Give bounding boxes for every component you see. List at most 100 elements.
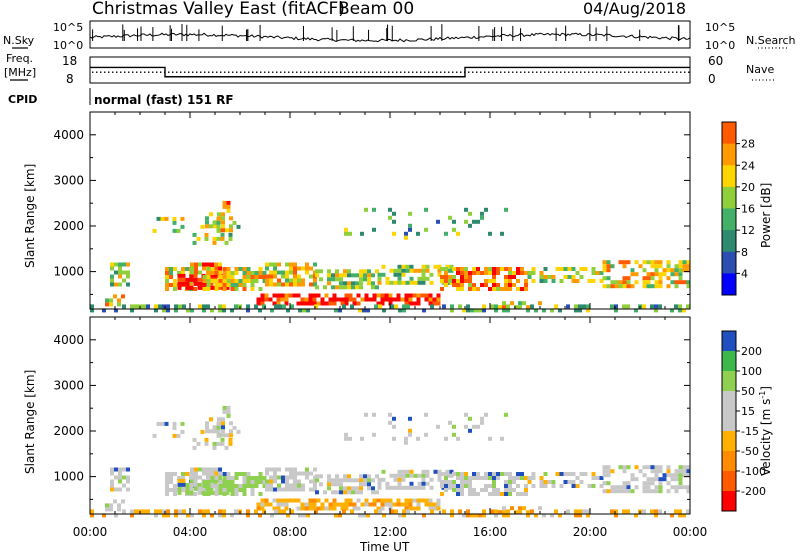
velocity-cell xyxy=(476,472,480,476)
power-cell xyxy=(209,285,214,290)
velocity-cell xyxy=(372,498,377,503)
power-cell xyxy=(460,267,464,271)
power-cell xyxy=(336,297,341,302)
velocity-cell xyxy=(182,509,186,514)
power-cell xyxy=(256,301,261,306)
power-cell xyxy=(202,304,206,309)
power-cell xyxy=(331,273,335,278)
power-cell xyxy=(289,262,293,267)
velocity-cell xyxy=(220,437,225,442)
velocity-cell xyxy=(614,485,619,490)
power-cell xyxy=(165,267,169,271)
nave-dot xyxy=(184,71,186,73)
power-cell xyxy=(376,301,381,306)
power-cell xyxy=(297,278,301,283)
velocity-cell xyxy=(285,475,289,480)
power-cell xyxy=(452,267,456,271)
velocity-cell xyxy=(334,513,338,518)
nave-dot xyxy=(136,71,138,73)
power-cell xyxy=(360,297,365,302)
power-cell xyxy=(226,279,231,283)
velocity-cell xyxy=(458,509,462,514)
power-cell xyxy=(371,273,375,278)
velocity-cell xyxy=(272,498,277,503)
power-cell xyxy=(262,279,267,283)
power-cell xyxy=(591,267,596,271)
nave-dot xyxy=(584,71,586,73)
velocity-cell xyxy=(234,484,239,488)
power-cell xyxy=(405,264,410,269)
velocity-cell xyxy=(460,488,464,492)
power-cell xyxy=(602,284,607,289)
power-cell xyxy=(234,304,238,309)
velocity-cell xyxy=(587,484,592,488)
velocity-cell xyxy=(518,506,522,511)
velocity-cell xyxy=(409,469,414,474)
nave-dot xyxy=(480,71,482,73)
velocity-cell xyxy=(197,482,202,487)
velocity-cell xyxy=(226,472,231,476)
power-cell xyxy=(347,273,351,278)
velocity-cell xyxy=(433,469,438,474)
power-cell xyxy=(328,301,333,306)
power-cell xyxy=(236,224,241,229)
time-tick-label: 12:00 xyxy=(373,525,408,539)
power-cell xyxy=(298,308,302,313)
freq-tick-bottom: 8 xyxy=(66,72,74,86)
power-cell xyxy=(417,276,422,281)
power-cell xyxy=(484,279,488,283)
power-cell xyxy=(350,304,354,309)
velocity-colorbar-label: Velocity [m s-1] xyxy=(758,386,773,476)
power-cell xyxy=(301,266,305,271)
velocity-cell xyxy=(218,513,222,518)
nave-dot xyxy=(620,71,622,73)
power-cell xyxy=(421,268,426,273)
power-cell xyxy=(174,308,178,313)
velocity-cell xyxy=(222,513,226,518)
power-cell xyxy=(678,276,683,281)
nave-tick-bottom: 0 xyxy=(708,72,716,86)
velocity-cell xyxy=(225,490,230,495)
velocity-cell xyxy=(456,488,460,492)
power-cell xyxy=(510,301,514,306)
velocity-cell xyxy=(152,433,157,438)
power-cell xyxy=(571,267,576,271)
power-cell xyxy=(380,297,385,302)
velocity-cell xyxy=(650,469,655,474)
power-cell xyxy=(494,304,498,309)
velocity-cell xyxy=(221,421,225,426)
power-cell xyxy=(320,297,325,302)
velocity-cell xyxy=(622,485,627,490)
power-cell xyxy=(472,267,476,271)
velocity-cell xyxy=(277,467,281,472)
velocity-cell xyxy=(221,429,225,434)
noise-tick-left-bottom: 10^0 xyxy=(53,39,83,52)
power-cell xyxy=(408,211,412,216)
velocity-cell xyxy=(385,481,390,486)
power-cell xyxy=(198,262,202,267)
power-cell xyxy=(265,266,269,271)
power-cell xyxy=(204,232,209,237)
velocity-cell xyxy=(496,476,500,480)
nave-dot xyxy=(128,71,130,73)
velocity-cell xyxy=(364,502,369,507)
power-cell xyxy=(622,264,627,269)
velocity-cell xyxy=(678,465,683,470)
power-cell xyxy=(464,267,468,271)
velocity-cell xyxy=(388,420,392,425)
velocity-cell xyxy=(424,412,428,417)
nave-dot xyxy=(96,71,98,73)
velocity-cell xyxy=(658,509,662,514)
power-cell xyxy=(524,283,528,287)
velocity-cell xyxy=(397,473,402,478)
velocity-cell xyxy=(214,467,218,472)
velocity-cell xyxy=(404,436,408,441)
nave-dot xyxy=(412,71,414,73)
velocity-cell xyxy=(312,502,317,507)
velocity-cell xyxy=(289,483,293,488)
velocity-cell xyxy=(448,480,452,484)
velocity-cell xyxy=(246,472,251,476)
velocity-cell xyxy=(492,484,496,488)
nave-dot xyxy=(528,71,530,73)
velocity-cell xyxy=(416,498,421,503)
